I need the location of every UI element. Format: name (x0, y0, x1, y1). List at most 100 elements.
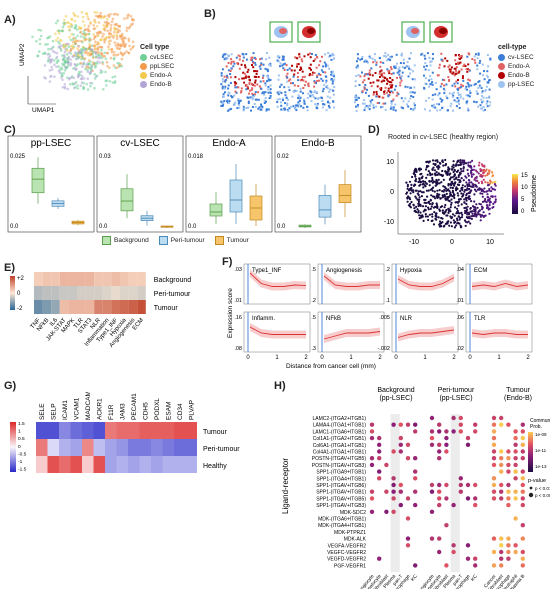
dotplot-dot (451, 415, 456, 421)
pseudo-point (427, 161, 430, 164)
dotplot-row-label: SPP1-(ITGAV+ITGB1) (316, 490, 366, 496)
umap-point (81, 15, 85, 19)
spatial-spot (252, 52, 255, 55)
pseudo-point (414, 178, 418, 181)
pseudo-point (461, 161, 464, 164)
umap-point (76, 63, 79, 66)
pseudo-point (462, 166, 465, 169)
spatial-spot (319, 60, 322, 63)
umap-point (89, 20, 92, 24)
spatial-spot (377, 79, 380, 82)
pseudo-point (429, 207, 432, 210)
spatial-spot (358, 84, 361, 86)
dotplot-colorbar-title: Commun. (530, 418, 550, 424)
pseudo-point (443, 188, 446, 191)
spatial-spot (363, 99, 366, 102)
spatial-spot (293, 84, 296, 87)
umap-point (68, 28, 71, 32)
pseudo-point (418, 177, 421, 180)
heatmap-g-cell (139, 422, 151, 439)
dotplot-dot (506, 469, 511, 474)
dotplot-row-label: VEGFC-VEGFR2 (327, 550, 366, 556)
trend-frame (391, 263, 459, 305)
pseudo-point (447, 184, 450, 187)
umap-point (86, 68, 89, 72)
pseudo-ytick: 0 (390, 189, 394, 196)
spatial-spot (277, 55, 280, 58)
dotplot-dot (506, 502, 511, 508)
pseudo-point (406, 197, 409, 200)
dotplot-dot (398, 482, 403, 488)
spatial-spot (242, 109, 245, 112)
heatmap-g-cell (174, 422, 186, 439)
spatial-spot (452, 71, 455, 74)
dotplot-dot (444, 482, 449, 488)
spatial-spot (426, 52, 429, 55)
spatial-spot (310, 100, 313, 103)
spatial-spot (267, 77, 270, 79)
spatial-spot (251, 106, 254, 108)
dotplot-dot (398, 422, 403, 427)
heatmap-e-cell (77, 300, 86, 314)
spatial-spot (257, 76, 260, 78)
boxplot-legend-item: Tumour (214, 236, 249, 245)
spatial-spot (380, 88, 383, 91)
trend-line (471, 283, 529, 287)
dotplot-dot (506, 556, 511, 561)
pseudo-point (449, 172, 452, 175)
spatial-spot (331, 72, 334, 74)
spatial-spot (260, 62, 263, 65)
spatial-spot (478, 80, 481, 83)
spatial-spot (306, 109, 309, 112)
spatial-spot (430, 60, 433, 63)
dotplot-dot (499, 449, 504, 454)
spatial-spot (220, 100, 223, 103)
umap-point (128, 25, 132, 28)
pseudo-point (460, 216, 464, 219)
umap-point (77, 44, 80, 48)
dotplot-pvalue-title: p-value (528, 478, 546, 484)
spatial-spot (357, 96, 360, 99)
spatial-spot (316, 80, 319, 82)
trend-title: Type1_INF (252, 268, 282, 274)
umap-point (120, 64, 123, 68)
spatial-spot (285, 96, 288, 99)
pseudo-point (438, 189, 441, 192)
pseudo-point (456, 178, 460, 181)
pseudo-point (480, 180, 483, 183)
spatial-spot (382, 79, 385, 82)
heatmap-g-cell (162, 422, 174, 439)
spatial-spot (394, 85, 397, 88)
heatmap-g-cell (47, 422, 59, 439)
spatial-spot (390, 55, 393, 58)
spatial-spot (424, 82, 427, 85)
spatial-inset-core (279, 28, 287, 34)
dotplot-dot (513, 429, 518, 434)
spatial-spot (226, 74, 229, 77)
spatial-spot (460, 56, 463, 59)
dotplot-dot (437, 489, 442, 494)
spatial-spot (375, 90, 378, 93)
boxplot-ytick: 0.0 (99, 224, 108, 230)
spatial-spot (258, 85, 261, 88)
spatial-spot (440, 58, 443, 61)
spatial-spot (228, 101, 230, 104)
spatial-spot (303, 84, 306, 87)
dotplot-row-label: Col4A1-(ITGA1+ITGB1) (313, 450, 367, 456)
umap-point (58, 42, 61, 45)
spatial-spot (389, 77, 392, 79)
pseudo-point (470, 171, 473, 174)
spatial-spot (443, 79, 446, 82)
pseudo-point (486, 173, 489, 177)
pseudo-point (451, 176, 454, 179)
umap-point (128, 44, 131, 48)
umap-point (80, 75, 84, 78)
spatial-spot (466, 55, 469, 58)
umap-point (87, 24, 91, 28)
spatial-spot (428, 85, 431, 88)
spatial-spot (221, 85, 224, 88)
spatial-spot (226, 101, 229, 104)
spatial-spot (230, 95, 233, 97)
spatial-spot (375, 63, 378, 66)
pseudo-point (443, 195, 446, 198)
